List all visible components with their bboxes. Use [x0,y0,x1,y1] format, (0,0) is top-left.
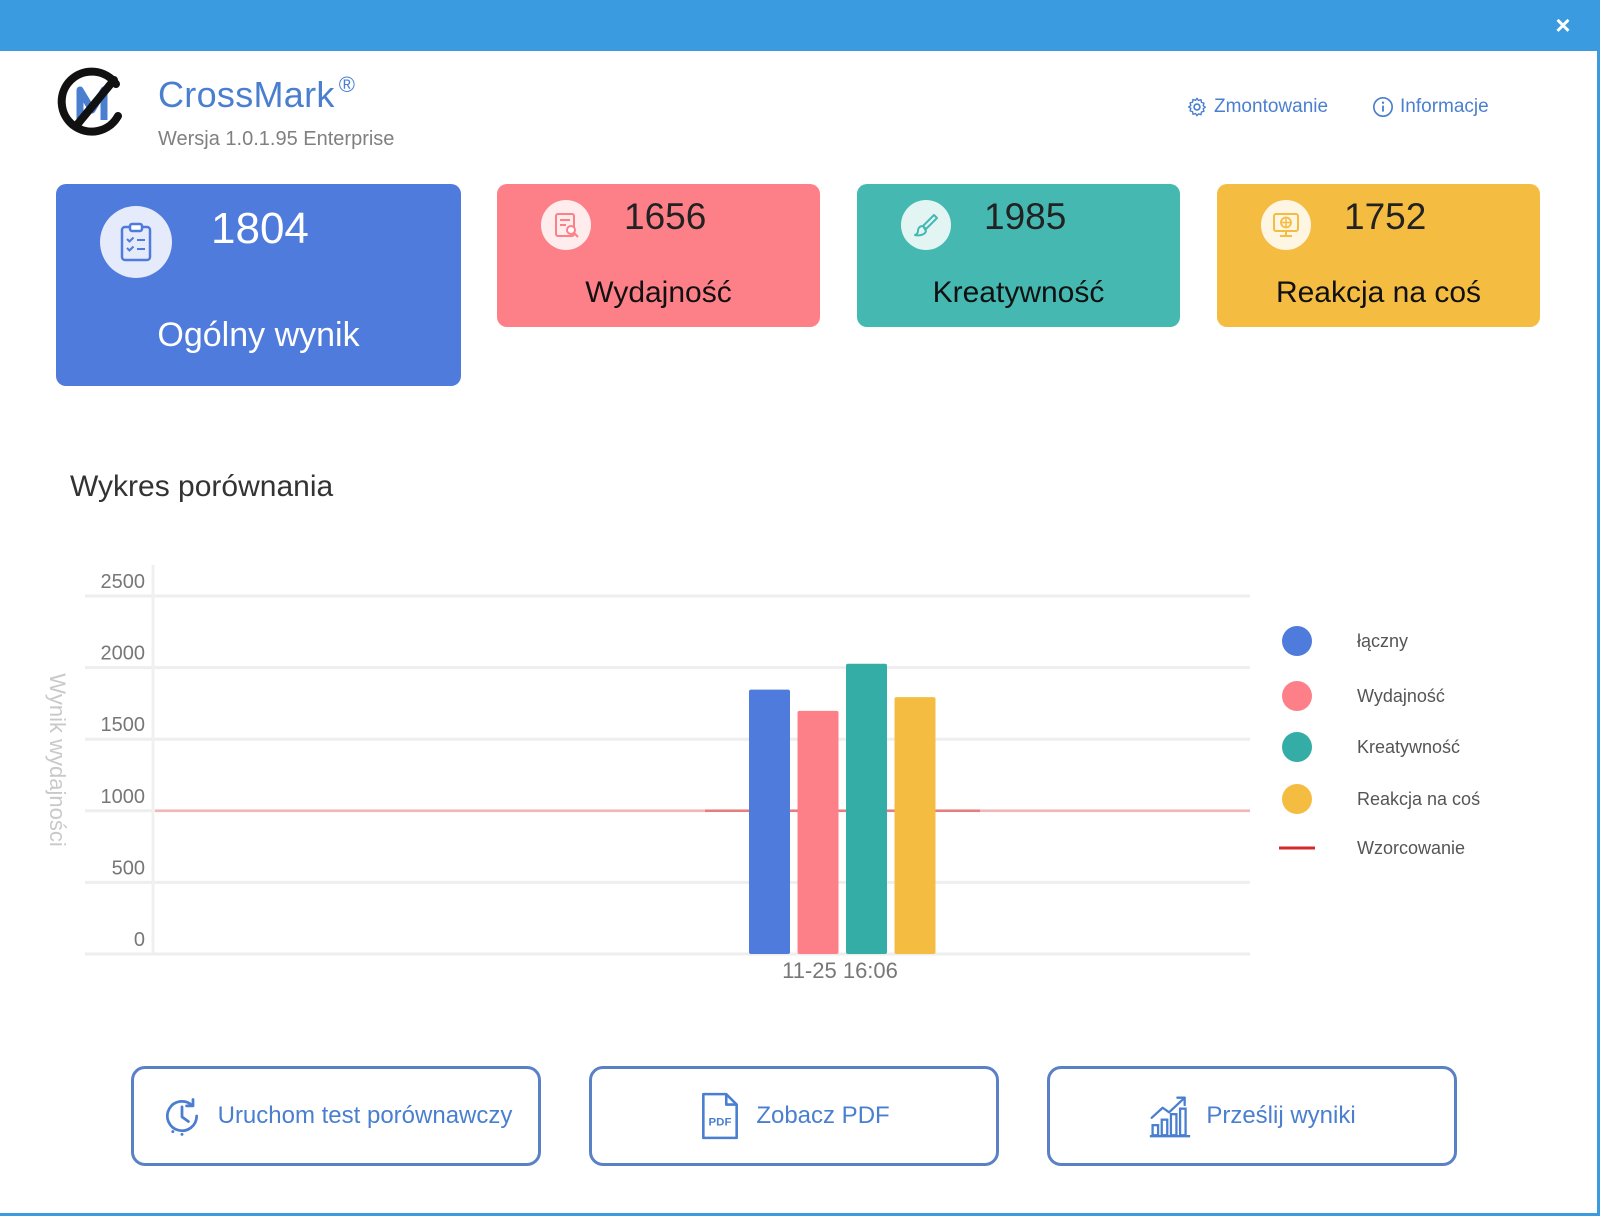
legend-label: łączny [1357,631,1408,651]
brush-icon [901,200,951,250]
legend-label: Wydajność [1357,686,1445,706]
performance-score-label: Wydajność [585,276,732,309]
info-link[interactable]: Informacje [1372,96,1489,118]
bar-3 [846,663,887,954]
legend-swatch [1282,732,1312,762]
app-name: CrossMark ® [158,72,356,115]
y-axis-title: Wynik wydajności [45,673,70,846]
y-tick-label: 2000 [101,643,146,665]
title-bar: × [0,0,1600,51]
creativity-score-card: 1985 Kreatywność [857,184,1180,327]
crossmark-logo-icon [57,67,122,136]
settings-link-label: Zmontowanie [1214,96,1329,117]
legend-swatch [1282,681,1312,711]
legend-swatch [1282,784,1312,814]
clipboard-checklist-icon [100,206,172,278]
legend-label: Wzorcowanie [1357,838,1465,858]
globe-monitor-icon [1261,200,1311,250]
comparison-chart-title: Wykres porównania [70,470,334,503]
y-tick-label: 1000 [101,786,146,808]
app-version: Wersja 1.0.1.95 Enterprise [158,128,395,150]
reaction-score-label: Reakcja na coś [1275,276,1482,309]
view-pdf-button[interactable]: PDF Zobacz PDF [589,1066,999,1166]
legend-label: Reakcja na coś [1357,789,1480,809]
y-tick-label: 2500 [101,571,146,593]
settings-link[interactable]: Zmontowanie [1186,96,1328,118]
comparison-chart: 2500 2000 1500 1000 500 0 Wynik wydajności 11-2… [45,565,1480,983]
info-icon [1373,97,1393,117]
y-tick-label: 1500 [101,714,146,736]
y-tick-label: 500 [112,857,145,879]
clock-refresh-icon [165,1098,198,1136]
reaction-score-value: 1752 [1344,196,1427,237]
performance-score-value: 1656 [624,196,707,237]
creativity-score-value: 1985 [984,196,1067,237]
performance-score-card: 1656 Wydajność [497,184,820,327]
run-benchmark-label: Uruchom test porównawczy [217,1102,513,1129]
trademark-symbol: ® [338,72,356,97]
bar-1 [749,689,790,954]
upload-results-button[interactable]: Prześlij wyniki [1047,1066,1457,1166]
bar-4 [894,697,936,954]
y-tick-label: 0 [134,929,145,951]
pdf-file-icon: PDF [702,1092,739,1140]
overall-score-card: 1804 Ogólny wynik [56,184,461,386]
gear-icon [1187,97,1207,117]
legend-label: Kreatywność [1357,737,1460,757]
legend-swatch [1282,626,1312,656]
document-search-icon [541,200,591,250]
view-pdf-label: Zobacz PDF [756,1102,890,1129]
upload-results-label: Prześlij wyniki [1206,1102,1356,1129]
reaction-score-card: 1752 Reakcja na coś [1217,184,1540,327]
close-button[interactable]: × [1555,10,1571,40]
svg-text:PDF: PDF [709,1116,732,1128]
overall-score-label: Ogólny wynik [157,316,360,354]
overall-score-value: 1804 [211,204,309,253]
chart-upload-icon [1150,1096,1191,1138]
x-tick-label: 11-25 16:06 [782,958,898,983]
creativity-score-label: Kreatywność [932,276,1105,309]
bar-2 [797,710,839,954]
info-link-label: Informacje [1400,96,1489,117]
run-benchmark-button[interactable]: Uruchom test porównawczy [131,1066,541,1166]
